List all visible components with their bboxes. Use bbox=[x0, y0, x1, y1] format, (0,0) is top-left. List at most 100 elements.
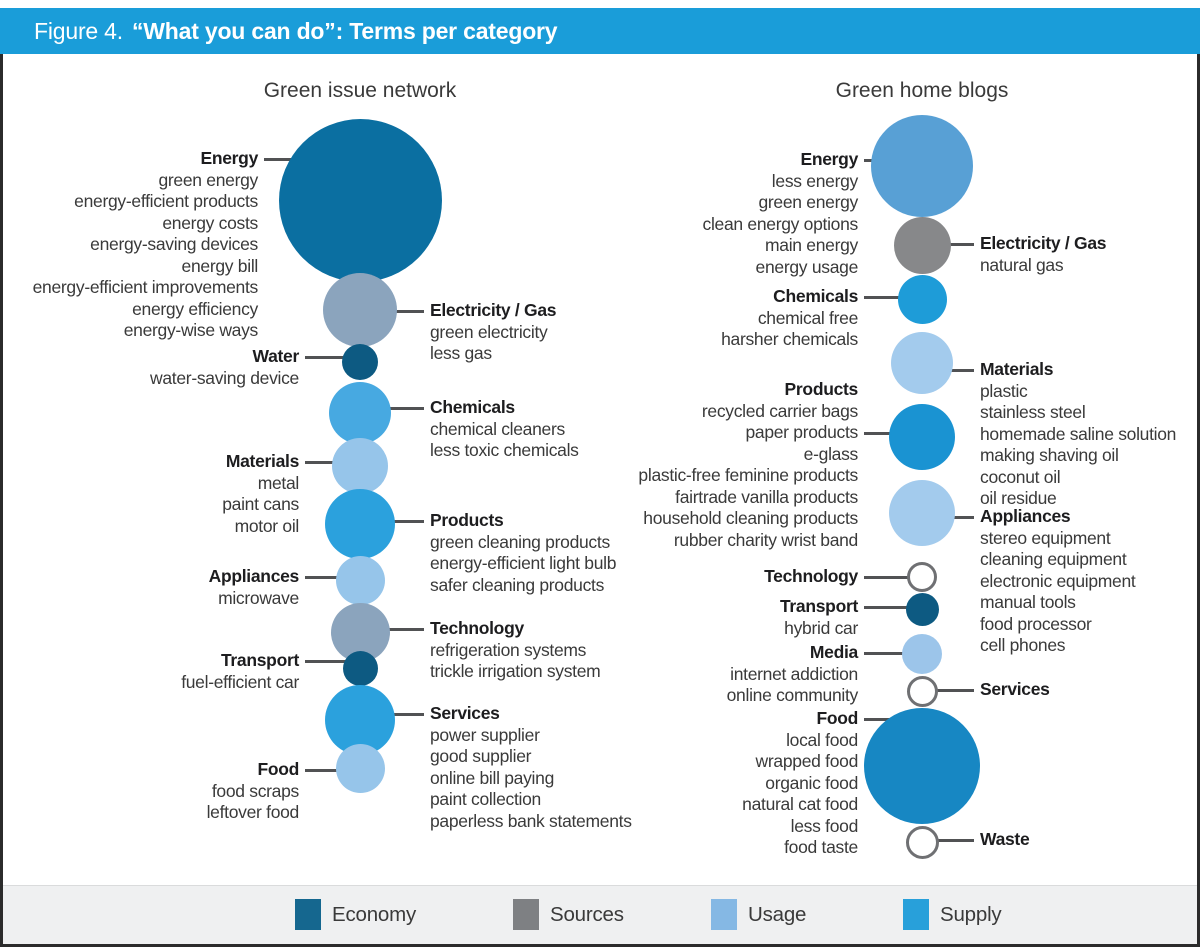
bubble-media bbox=[902, 634, 942, 674]
bubble-energy bbox=[871, 115, 973, 217]
label-products: Products green cleaning products energy-ef… bbox=[430, 510, 616, 596]
term: energy-wise ways bbox=[123, 320, 259, 341]
term: internet addiction bbox=[730, 663, 858, 684]
category-label-services: Services bbox=[980, 679, 1050, 700]
term: energy-efficient light bulb bbox=[430, 553, 617, 574]
connector-technology bbox=[864, 575, 922, 579]
legend-item-sources: Sources bbox=[513, 899, 624, 930]
term: coconut oil bbox=[980, 466, 1061, 487]
category-label-electricity-gas: Electricity / Gas bbox=[980, 233, 1107, 254]
category-label-transport: Transport bbox=[779, 596, 858, 617]
label-technology: Technology bbox=[764, 566, 858, 588]
label-technology: Technology refrigeration systems trickle i… bbox=[430, 618, 601, 683]
term: homemade saline solution bbox=[980, 423, 1177, 444]
category-label-chemicals: Chemicals bbox=[430, 397, 515, 418]
category-label-energy: Energy bbox=[800, 149, 858, 170]
figure-number: Figure 4. bbox=[34, 17, 123, 44]
term: e-glass bbox=[803, 443, 859, 464]
term: less toxic chemicals bbox=[430, 440, 579, 461]
label-materials: Materials plastic stainless steel homemade … bbox=[980, 359, 1176, 510]
bubble-materials bbox=[891, 332, 953, 394]
label-chemicals: Chemicals chemical free harsher chemicals bbox=[721, 286, 858, 351]
term: refrigeration systems bbox=[430, 639, 587, 660]
category-label-materials: Materials bbox=[980, 359, 1054, 380]
label-waste: Waste bbox=[980, 829, 1030, 851]
term: chemical free bbox=[757, 307, 858, 328]
category-label-technology: Technology bbox=[430, 618, 524, 639]
term: water-saving device bbox=[150, 367, 299, 388]
term: safer cleaning products bbox=[430, 574, 605, 595]
term: fairtrade vanilla products bbox=[675, 486, 858, 507]
label-food: Food local food wrapped food organic food na… bbox=[742, 708, 858, 859]
category-label-products: Products bbox=[430, 510, 504, 531]
term: local food bbox=[786, 729, 858, 750]
term: natural cat food bbox=[742, 794, 858, 815]
term: cleaning equipment bbox=[980, 549, 1127, 570]
term: cell phones bbox=[980, 635, 1066, 656]
bubble-services bbox=[325, 685, 395, 755]
connector-chemicals bbox=[864, 295, 922, 299]
term: plastic-free feminine products bbox=[638, 465, 858, 486]
label-products: Products recycled carrier bags paper produ… bbox=[638, 379, 858, 551]
diagram-title-green-home-blogs: Green home blogs bbox=[835, 79, 1009, 102]
term: harsher chemicals bbox=[721, 329, 858, 350]
figure-title: “What you can do”: Terms per category bbox=[131, 17, 558, 44]
term: paperless bank statements bbox=[430, 810, 632, 831]
connector-food bbox=[305, 768, 360, 772]
term: energy-efficient improvements bbox=[32, 277, 259, 298]
connector-services bbox=[922, 688, 974, 692]
bubble-energy bbox=[278, 118, 442, 282]
term: green energy bbox=[158, 169, 258, 190]
term: green energy bbox=[758, 192, 858, 213]
term: online bill paying bbox=[430, 767, 554, 788]
term: natural gas bbox=[980, 254, 1064, 275]
bubble-transport bbox=[905, 592, 939, 626]
category-label-food: Food bbox=[257, 759, 299, 780]
label-energy: Energy less energy green energy clean energ… bbox=[703, 149, 859, 278]
term: green electricity bbox=[430, 321, 548, 342]
label-transport: Transport fuel-efficient car bbox=[181, 650, 299, 693]
category-label-appliances: Appliances bbox=[208, 566, 300, 587]
bubble-food bbox=[864, 708, 980, 824]
legend: Economy Sources Usage Supply bbox=[3, 885, 1197, 944]
bubble-waste bbox=[905, 825, 939, 859]
legend-item-economy: Economy bbox=[295, 899, 416, 930]
term: recycled carrier bags bbox=[701, 400, 858, 421]
figure-header: Figure 4. “What you can do”: Terms per c… bbox=[0, 8, 1200, 54]
term: manual tools bbox=[980, 592, 1076, 613]
term: paint cans bbox=[222, 494, 299, 515]
label-chemicals: Chemicals chemical cleaners less toxic che… bbox=[430, 397, 579, 462]
term: plastic bbox=[980, 380, 1028, 401]
bubble-products bbox=[889, 404, 955, 470]
term: energy-saving devices bbox=[90, 234, 258, 255]
term: paint collection bbox=[430, 789, 541, 810]
term: energy-efficient products bbox=[74, 191, 258, 212]
label-appliances: Appliances microwave bbox=[208, 566, 300, 609]
term: microwave bbox=[218, 587, 299, 608]
category-label-materials: Materials bbox=[225, 451, 299, 472]
term: less food bbox=[790, 815, 859, 836]
category-label-water: Water bbox=[252, 346, 300, 367]
bubble-materials bbox=[332, 438, 388, 494]
label-media: Media internet addiction online community bbox=[727, 642, 859, 707]
category-label-media: Media bbox=[809, 642, 858, 663]
term: rubber charity wrist band bbox=[673, 529, 858, 550]
category-label-appliances: Appliances bbox=[980, 506, 1071, 527]
bubble-services bbox=[906, 675, 938, 707]
label-food: Food food scraps leftover food bbox=[207, 759, 300, 824]
connector-technology bbox=[360, 627, 424, 631]
term: energy efficiency bbox=[132, 298, 258, 319]
term: stainless steel bbox=[980, 402, 1086, 423]
label-materials: Materials metal paint cans motor oil bbox=[222, 451, 299, 537]
bubble-food bbox=[335, 743, 385, 793]
category-label-waste: Waste bbox=[980, 829, 1030, 850]
legend-label-sources: Sources bbox=[550, 902, 624, 926]
diagram-title-green-issue-network: Green issue network bbox=[263, 79, 457, 102]
bubble-chemicals bbox=[329, 382, 391, 444]
term: energy costs bbox=[162, 212, 258, 233]
bubble-appliances bbox=[335, 555, 385, 605]
term: food taste bbox=[784, 837, 858, 858]
category-label-services: Services bbox=[430, 703, 500, 724]
term: stereo equipment bbox=[980, 527, 1111, 548]
label-services: Services bbox=[980, 679, 1050, 701]
